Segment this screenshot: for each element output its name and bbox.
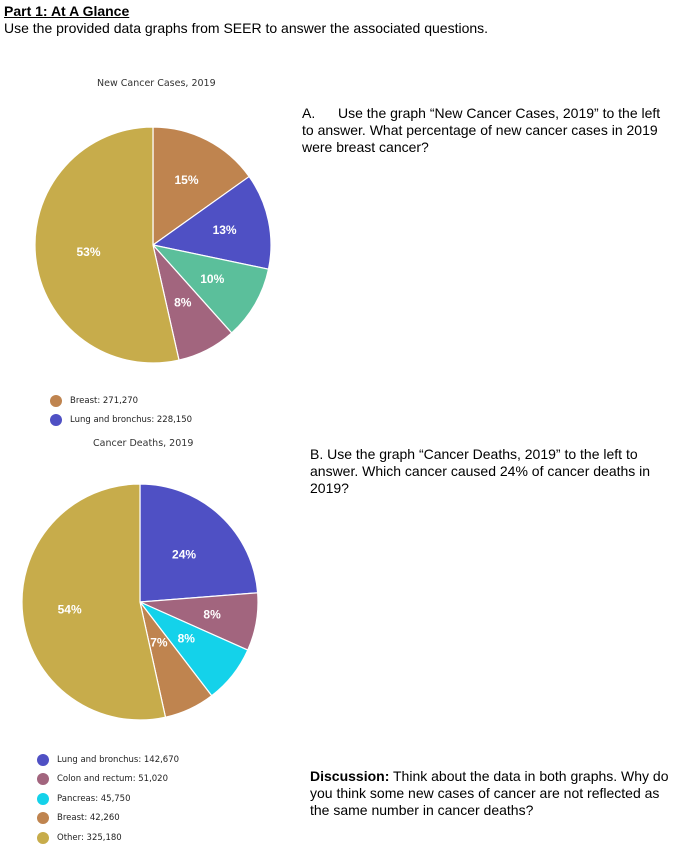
pie-slice-label: 53% — [76, 245, 100, 259]
legend-label: Breast: 42,260 — [57, 813, 120, 824]
question-a-label: A. — [302, 105, 316, 121]
discussion-label: Discussion: — [310, 768, 390, 784]
pie-slice — [139, 483, 259, 603]
legend-swatch — [37, 753, 49, 766]
legend-item: Breast: 42,260 — [37, 809, 179, 829]
legend-swatch — [37, 792, 49, 805]
pie-slice-label: 8% — [203, 607, 221, 621]
legend-item: Lung and bronchus: 142,670 — [37, 750, 179, 770]
legend-new-cases: Breast: 271,270 Lung and bronchus: 228,15… — [50, 391, 192, 430]
pie-slice-label: 54% — [58, 603, 82, 617]
pie-slice — [151, 175, 272, 270]
pie-chart-deaths: 24% 8% 8% 7% 54% — [21, 483, 259, 721]
legend-label: Lung and bronchus: 228,150 — [70, 415, 193, 426]
question-b: B. Use the graph “Cancer Deaths, 2019” t… — [310, 446, 651, 496]
legend-item: Other: 325,180 — [37, 828, 179, 848]
legend-swatch — [37, 812, 49, 825]
chart-title-deaths: Cancer Deaths, 2019 — [93, 438, 194, 449]
pie-slice-label: 8% — [178, 632, 196, 646]
question-a: A. Use the graph “New Cancer Cases, 2019”… — [302, 105, 672, 156]
pie-slice-label: 24% — [172, 547, 196, 561]
pie-chart-new-cases: 15% 13% 10% 8% 53% — [34, 126, 272, 364]
legend-item: Breast: 271,270 — [50, 391, 192, 411]
pie-slice — [151, 244, 270, 334]
pie-slice-label: 13% — [213, 223, 237, 237]
legend-item: Lung and bronchus: 228,150 — [50, 411, 192, 431]
legend-label: Breast: 271,270 — [70, 395, 139, 406]
legend-label: Other: 325,180 — [57, 832, 122, 843]
pie-slice — [34, 126, 180, 364]
discussion-question: Discussion: Think about the data in both… — [310, 768, 672, 819]
legend-item: Colon and rectum: 51,020 — [37, 770, 179, 790]
legend-item: Pancreas: 45,750 — [37, 789, 179, 809]
pie-slice-label: 15% — [175, 173, 199, 187]
page-title: Part 1: At A Glance — [4, 3, 130, 19]
legend-label: Pancreas: 45,750 — [57, 793, 131, 804]
question-a-text: Use the graph “New Cancer Cases, 2019” t… — [302, 105, 661, 155]
page-instructions: Use the provided data graphs from SEER t… — [4, 20, 489, 36]
pie-slice — [152, 126, 250, 247]
pie-slice-label: 10% — [200, 272, 224, 286]
legend-swatch — [50, 394, 62, 407]
legend-swatch — [37, 831, 49, 844]
pie-slice-label: 7% — [150, 636, 168, 650]
legend-deaths: Lung and bronchus: 142,670 Colon and rect… — [37, 750, 179, 848]
legend-label: Lung and bronchus: 142,670 — [57, 754, 180, 765]
discussion-text: Think about the data in both graphs. Why… — [310, 768, 669, 818]
pie-slice — [21, 483, 167, 721]
legend-label: Colon and rectum: 51,020 — [57, 774, 168, 785]
legend-swatch — [50, 414, 62, 427]
legend-swatch — [37, 773, 49, 786]
pie-slice-label: 8% — [174, 296, 192, 310]
chart-title-new-cases: New Cancer Cases, 2019 — [97, 78, 216, 89]
